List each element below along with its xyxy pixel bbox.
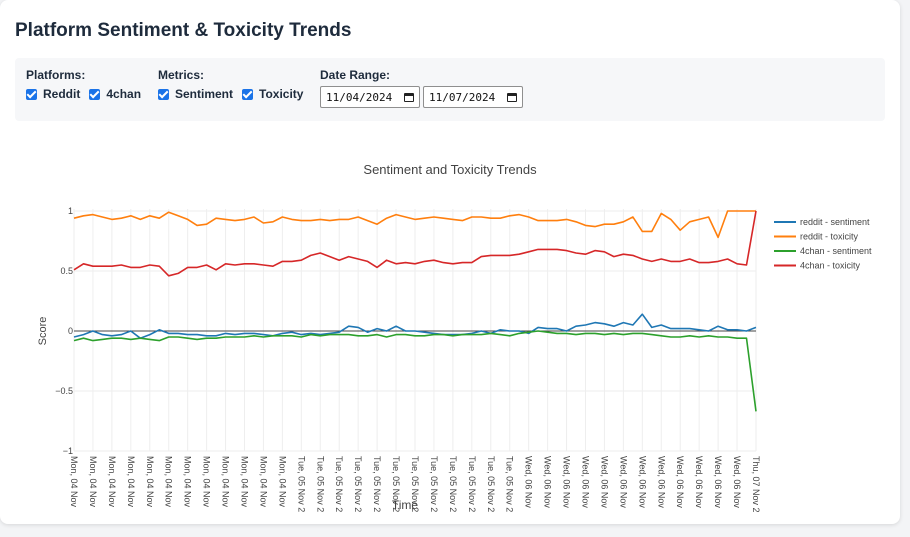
x-tick-label: Tue, 05 Nov 2 <box>315 456 325 512</box>
x-tick-label: Mon, 04 Nov <box>240 456 250 508</box>
legend-item[interactable]: 4chan - sentiment <box>774 246 872 256</box>
x-tick-label: Wed, 06 Nov <box>637 456 647 508</box>
x-tick-label: Wed, 06 Nov <box>656 456 666 508</box>
chart-svg: Sentiment and Toxicity Trends Time Score… <box>37 162 872 513</box>
x-tick-label: Wed, 06 Nov <box>599 456 609 508</box>
platform-option-reddit[interactable]: Reddit <box>26 87 80 101</box>
y-tick-label: 0.5 <box>60 266 73 276</box>
x-tick-label: Wed, 06 Nov <box>732 456 742 508</box>
x-tick-label: Tue, 05 Nov 2 <box>429 456 439 512</box>
legend-item[interactable]: 4chan - toxicity <box>774 261 861 271</box>
legend-label: 4chan - sentiment <box>800 246 872 256</box>
x-tick-label: Tue, 05 Nov 2 <box>296 456 306 512</box>
4chan-checkbox[interactable] <box>89 88 101 100</box>
metrics-group: Metrics: Sentiment Toxicity <box>158 68 312 101</box>
end-date-input[interactable]: 11/07/2024 <box>423 86 523 108</box>
sentiment-label: Sentiment <box>175 87 234 101</box>
x-tick-label: Tue, 05 Nov 2 <box>334 456 344 512</box>
x-tick-label: Thu, 07 Nov 2 <box>751 456 761 513</box>
x-tick-label: Wed, 06 Nov <box>562 456 572 508</box>
x-tick-label: Tue, 05 Nov 2 <box>448 456 458 512</box>
y-tick-label: −0.5 <box>55 386 73 396</box>
x-tick-label: Mon, 04 Nov <box>221 456 231 508</box>
x-tick-label: Mon, 04 Nov <box>183 456 193 508</box>
toxicity-checkbox[interactable] <box>242 88 254 100</box>
x-tick-label: Tue, 05 Nov 2 <box>391 456 401 512</box>
x-tick-label: Mon, 04 Nov <box>88 456 98 508</box>
reddit-checkbox[interactable] <box>26 88 37 100</box>
reddit-toxicity-line <box>73 210 756 239</box>
filter-panel: Platforms: Reddit 4chan Metrics: Sentime… <box>15 58 885 121</box>
legend-item[interactable]: reddit - toxicity <box>774 232 859 242</box>
legend-label: reddit - toxicity <box>800 232 859 242</box>
x-axis-label: Time <box>392 498 419 512</box>
metrics-label: Metrics: <box>158 68 205 82</box>
y-tick-label: 1 <box>68 206 73 216</box>
y-axis-label: Score <box>37 317 49 346</box>
metric-option-toxicity[interactable]: Toxicity <box>242 87 303 101</box>
x-tick-label: Mon, 04 Nov <box>277 456 287 508</box>
x-tick-label: Tue, 05 Nov 2 <box>353 456 363 512</box>
4chan-sentiment-line <box>73 330 757 412</box>
start-date-input[interactable]: 11/04/2024 <box>320 86 420 108</box>
calendar-icon[interactable] <box>507 92 517 102</box>
x-tick-label: Mon, 04 Nov <box>107 456 117 508</box>
legend-item[interactable]: reddit - sentiment <box>774 217 870 227</box>
x-tick-label: Mon, 04 Nov <box>258 456 268 508</box>
x-tick-label: Wed, 06 Nov <box>581 456 591 508</box>
x-tick-label: Mon, 04 Nov <box>69 456 79 508</box>
x-tick-label: Mon, 04 Nov <box>164 456 174 508</box>
y-tick-label: −1 <box>63 446 73 456</box>
chart-title: Sentiment and Toxicity Trends <box>363 162 537 177</box>
x-tick-label: Wed, 06 Nov <box>543 456 553 508</box>
y-tick-label: 0 <box>68 326 73 336</box>
x-tick-label: Wed, 06 Nov <box>675 456 685 508</box>
end-date-value: 11/07/2024 <box>429 90 496 104</box>
dashboard-card: Platform Sentiment & Toxicity Trends Pla… <box>0 0 900 524</box>
x-tick-label: Tue, 05 Nov 2 <box>467 456 477 512</box>
platform-option-4chan[interactable]: 4chan <box>89 87 141 101</box>
reddit-label: Reddit <box>43 87 81 101</box>
4chan-toxicity-line <box>73 210 757 277</box>
legend-label: reddit - sentiment <box>800 217 870 227</box>
x-tick-label: Wed, 06 Nov <box>524 456 534 508</box>
calendar-icon[interactable] <box>404 92 414 102</box>
page-title: Platform Sentiment & Toxicity Trends <box>15 20 352 41</box>
x-tick-label: Wed, 06 Nov <box>618 456 628 508</box>
platforms-group: Platforms: Reddit 4chan <box>26 68 150 101</box>
x-tick-label: Tue, 05 Nov 2 <box>410 456 420 512</box>
x-tick-label: Mon, 04 Nov <box>145 456 155 508</box>
reddit-sentiment-line <box>73 313 757 339</box>
x-tick-label: Wed, 06 Nov <box>713 456 723 508</box>
date-range-group: Date Range: 11/04/2024 11/07/2024 <box>320 68 526 108</box>
platforms-label: Platforms: <box>26 68 86 82</box>
metric-option-sentiment[interactable]: Sentiment <box>158 87 233 101</box>
x-tick-label: Mon, 04 Nov <box>202 456 212 508</box>
legend-label: 4chan - toxicity <box>800 261 861 271</box>
x-tick-label: Mon, 04 Nov <box>126 456 136 508</box>
toxicity-label: Toxicity <box>259 87 304 101</box>
x-tick-label: Tue, 05 Nov 2 <box>505 456 515 512</box>
start-date-value: 11/04/2024 <box>326 90 393 104</box>
sentiment-checkbox[interactable] <box>158 88 169 100</box>
trend-chart: Sentiment and Toxicity Trends Time Score… <box>0 140 900 524</box>
x-tick-label: Wed, 06 Nov <box>694 456 704 508</box>
x-tick-label: Tue, 05 Nov 2 <box>486 456 496 512</box>
date-range-label: Date Range: <box>320 68 391 82</box>
x-tick-label: Tue, 05 Nov 2 <box>372 456 382 512</box>
4chan-label: 4chan <box>106 87 142 101</box>
